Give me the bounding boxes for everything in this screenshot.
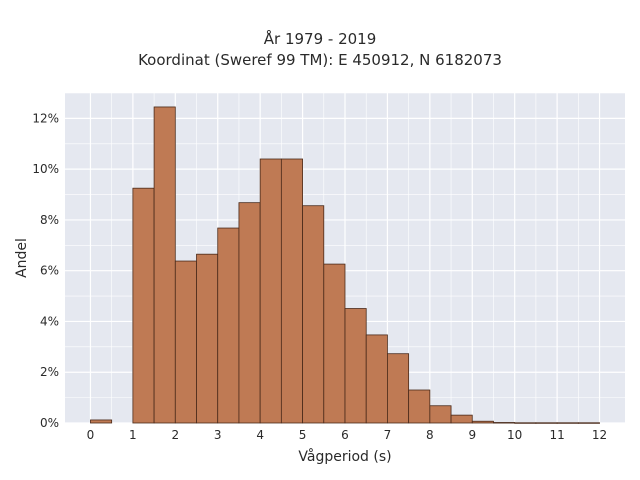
y-tick-label: 12% <box>32 111 59 125</box>
y-axis-label: Andel <box>14 238 30 278</box>
x-axis-label: Vågperiod (s) <box>298 448 391 465</box>
x-tick-label: 2 <box>171 428 179 442</box>
y-tick-label: 4% <box>40 314 59 328</box>
x-tick-label: 4 <box>256 428 264 442</box>
histogram-bar <box>323 263 346 424</box>
x-axis-ticks: 0 1 2 3 4 5 6 7 8 9 10 11 12 <box>87 428 608 442</box>
histogram-bar <box>535 422 558 424</box>
histogram-bar <box>408 389 431 424</box>
histogram-bar <box>471 420 494 424</box>
histogram-bar <box>556 422 579 424</box>
x-tick-label: 0 <box>87 428 95 442</box>
x-tick-label: 12 <box>592 428 607 442</box>
histogram-bar <box>90 419 113 424</box>
histogram-bar <box>280 158 303 424</box>
x-tick-label: 3 <box>214 428 222 442</box>
x-tick-label: 5 <box>299 428 307 442</box>
histogram-bar <box>132 187 155 424</box>
y-tick-label: 0% <box>40 416 59 430</box>
x-tick-label: 10 <box>507 428 522 442</box>
chart-title: År 1979 - 2019 <box>263 30 377 48</box>
x-tick-label: 11 <box>549 428 564 442</box>
histogram-bar <box>493 422 516 424</box>
x-tick-label: 6 <box>341 428 349 442</box>
histogram-bar <box>196 253 219 424</box>
histogram-bar <box>387 353 410 424</box>
y-axis-ticks: 0% 2% 4% 6% 8% 10% 12% <box>32 111 59 430</box>
histogram-bar <box>259 158 282 424</box>
y-tick-label: 10% <box>32 162 59 176</box>
y-tick-label: 2% <box>40 365 59 379</box>
x-tick-label: 8 <box>426 428 434 442</box>
x-tick-label: 1 <box>129 428 137 442</box>
histogram-bar <box>450 414 473 424</box>
y-tick-label: 6% <box>40 264 59 278</box>
bars <box>90 106 600 424</box>
histogram-bar <box>365 334 388 424</box>
y-tick-label: 8% <box>40 213 59 227</box>
chart-subtitle: Koordinat (Sweref 99 TM): E 450912, N 61… <box>138 51 502 69</box>
histogram-bar <box>153 106 176 424</box>
histogram-bar <box>344 308 367 424</box>
histogram-bar <box>577 422 600 424</box>
histogram-bar <box>238 202 261 424</box>
histogram-bar <box>514 422 537 424</box>
x-tick-label: 9 <box>468 428 476 442</box>
x-tick-label: 7 <box>384 428 392 442</box>
histogram-bar <box>429 405 452 424</box>
histogram-bar <box>217 227 240 424</box>
histogram-bar <box>174 260 197 424</box>
histogram-bar <box>302 205 325 424</box>
